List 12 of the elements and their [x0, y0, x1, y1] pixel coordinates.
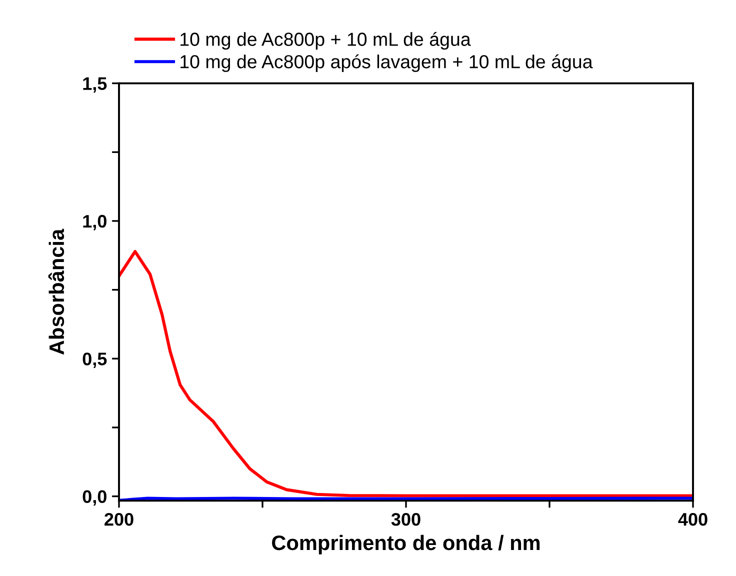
y-tick-label: 0,0 [82, 490, 106, 506]
y-tick-label: 1,5 [83, 77, 107, 93]
y-tick-label: 1,0 [83, 214, 106, 230]
line-series [119, 250, 693, 498]
legend-label: 10 mg de Ac800p após lavagem + 10 mL de água [180, 54, 593, 72]
x-tick-label: 400 [678, 512, 708, 526]
x-axis-title: Comprimento de onda / nm [272, 534, 540, 554]
x-tick-label: 300 [391, 512, 420, 526]
x-tick-label: 200 [104, 512, 134, 526]
y-axis-title: Absorbância [48, 228, 64, 355]
y-tick-label: 0,5 [82, 352, 107, 368]
legend-label: 10 mg de Ac800p + 10 mL de água [180, 32, 471, 50]
